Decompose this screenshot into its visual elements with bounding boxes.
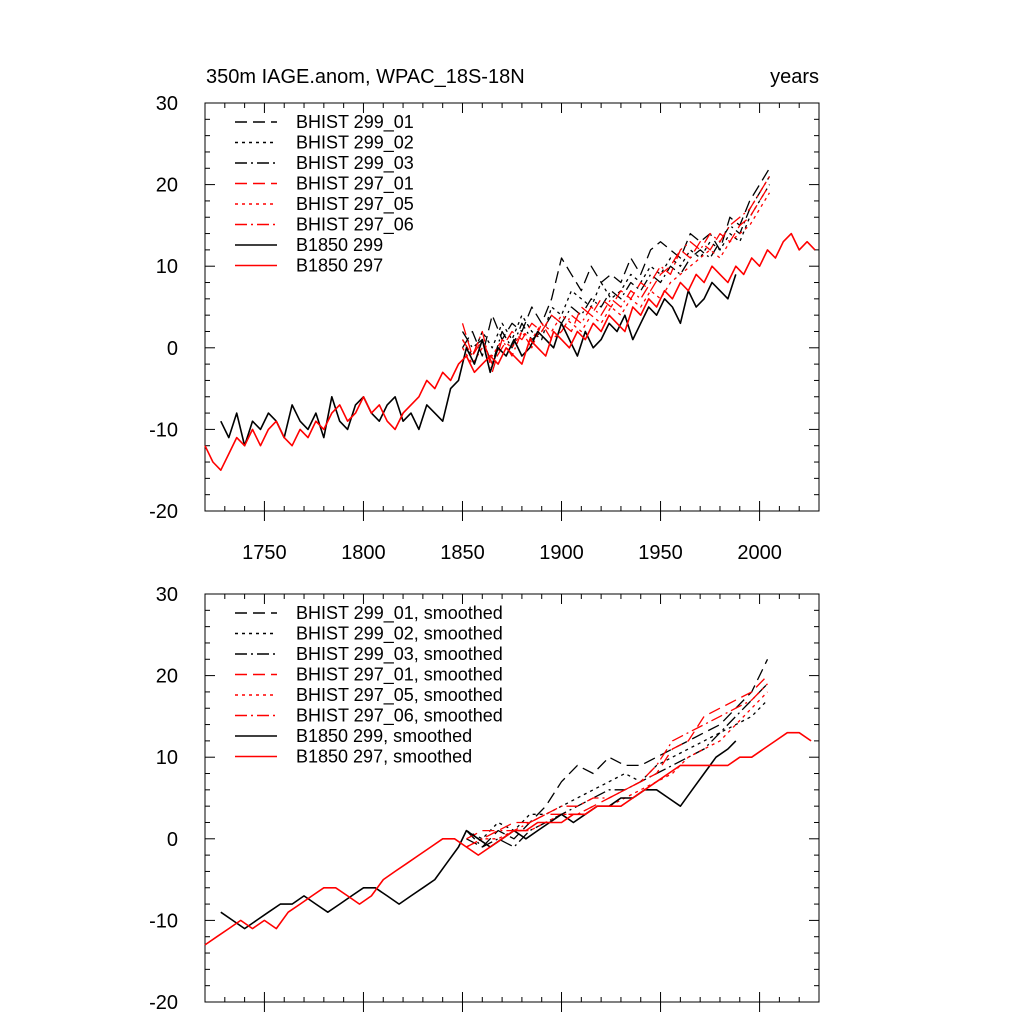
bottom-ytick-label: -10 — [149, 910, 178, 932]
top-ytick-label: 0 — [167, 338, 178, 360]
top-xtick-label: 1950 — [638, 542, 683, 564]
bottom-legend-label: BHIST 299_03, smoothed — [296, 644, 503, 665]
top-ytick-label: 20 — [156, 175, 178, 197]
top-legend-label: BHIST 299_03 — [296, 153, 414, 174]
top-series-line — [461, 167, 771, 357]
bottom-legend-label: B1850 299, smoothed — [296, 726, 472, 746]
bottom-ytick-label: 0 — [167, 829, 178, 851]
bottom-plot-frame — [204, 593, 820, 1003]
top-legend-label: BHIST 297_01 — [296, 174, 414, 195]
top-xtick-label: 1750 — [242, 542, 287, 564]
bottom-ytick-label: -20 — [149, 992, 178, 1014]
top-series-line — [204, 232, 816, 472]
top-xtick-label: 2000 — [737, 542, 782, 564]
top-ytick-label: 30 — [156, 93, 178, 115]
bottom-series-line — [466, 683, 768, 848]
bottom-ytick-label: 30 — [156, 584, 178, 606]
bottom-legend-label: BHIST 299_01, smoothed — [296, 603, 503, 624]
top-series-line — [461, 184, 771, 365]
top-ytick-label: 10 — [156, 256, 178, 278]
top-xtick-label: 1800 — [341, 542, 386, 564]
top-legend-label: B1850 299 — [296, 235, 383, 255]
top-legend-label: BHIST 297_06 — [296, 215, 414, 236]
top-series-line — [461, 176, 771, 365]
bottom-series-line — [466, 691, 768, 848]
top-legend-label: BHIST 299_01 — [296, 112, 414, 133]
top-ytick-label: -20 — [149, 501, 178, 523]
top-xtick-label: 1850 — [440, 542, 485, 564]
top-series-line — [461, 176, 771, 373]
bottom-series-line — [466, 675, 768, 840]
bottom-series-line — [204, 731, 812, 946]
bottom-legend-label: BHIST 297_06, smoothed — [296, 706, 503, 727]
title-left: 350m IAGE.anom, WPAC_18S-18N — [206, 66, 525, 88]
top-legend-label: BHIST 299_02 — [296, 133, 414, 154]
top-legend-label: BHIST 297_05 — [296, 194, 414, 215]
bottom-legend-label: B1850 297, smoothed — [296, 747, 472, 767]
bottom-legend-label: BHIST 299_02, smoothed — [296, 624, 503, 645]
title-right: years — [770, 66, 819, 88]
top-series-line — [461, 184, 771, 357]
top-legend-label: B1850 297 — [296, 256, 383, 276]
bottom-legend-label: BHIST 297_05, smoothed — [296, 685, 503, 706]
top-xtick-label: 1900 — [539, 542, 584, 564]
bottom-series-line — [466, 659, 769, 848]
bottom-series-line — [465, 683, 768, 848]
top-plot-frame — [204, 102, 820, 512]
chart-panel-top: -20 -10 0 10 20 30 1750 1800 1850 1900 1950 2000 BHI… — [149, 93, 820, 564]
bottom-ytick-label: 10 — [156, 747, 178, 769]
bottom-series-line — [466, 699, 768, 840]
bottom-series-line — [220, 740, 737, 930]
bottom-ytick-label: 20 — [156, 666, 178, 688]
bottom-legend-label: BHIST 297_01, smoothed — [296, 665, 503, 686]
top-series-line — [461, 192, 771, 365]
top-ytick-label: -10 — [149, 419, 178, 441]
top-series-line — [220, 274, 737, 447]
